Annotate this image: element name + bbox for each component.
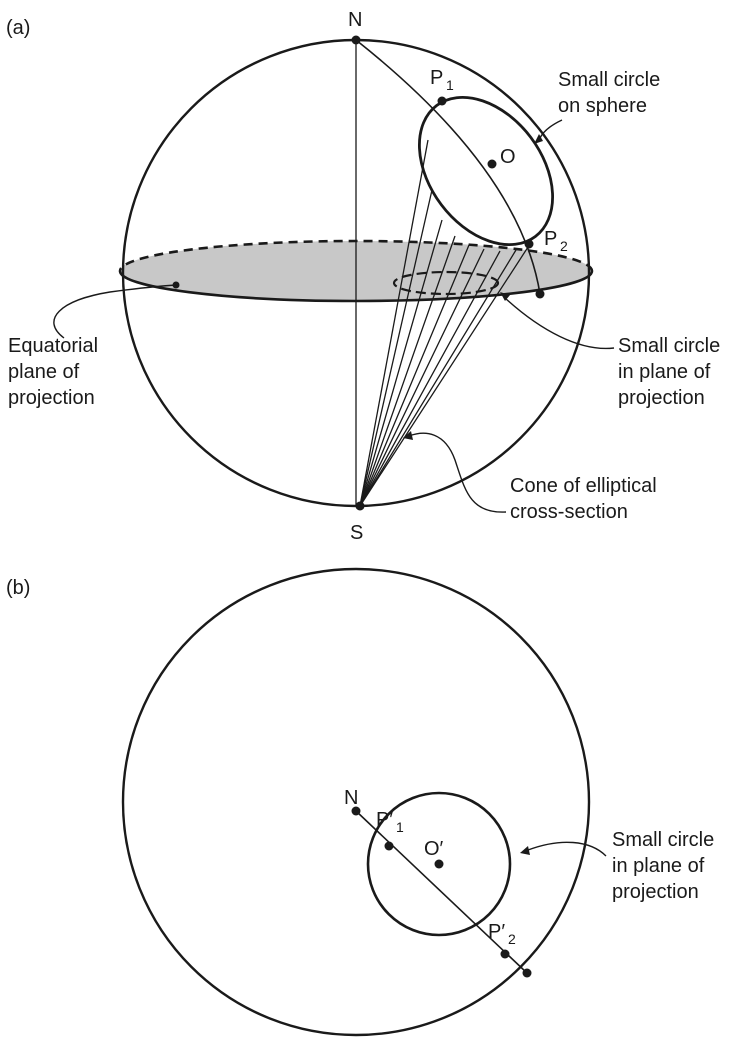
small-circle-in-plane-a (392, 270, 500, 296)
panel-a-label: (a) (6, 17, 30, 39)
panel-b-label: (b) (6, 577, 30, 599)
svg-text:in plane of: in plane of (618, 361, 711, 383)
label-o: O (500, 146, 516, 168)
svg-text:2: 2 (508, 931, 516, 947)
label-s: S (350, 522, 363, 544)
svg-text:Cone of elliptical: Cone of elliptical (510, 475, 657, 497)
panel-b: (b) N P′ 1 O′ P′ 2 Small circle in plane… (6, 567, 714, 1037)
point-n-b (351, 806, 361, 816)
label-n-b: N (344, 787, 358, 809)
point-equator (535, 289, 545, 299)
label-p1-prime: P′ 1 (376, 809, 404, 835)
svg-text:2: 2 (560, 238, 568, 254)
label-p1: P 1 (430, 67, 454, 93)
point-o (487, 159, 497, 169)
label-n: N (348, 9, 362, 31)
svg-text:projection: projection (618, 387, 705, 409)
label-p2-prime: P′ 2 (488, 921, 516, 947)
annotation-small-circle-on-sphere: Small circle on sphere (534, 69, 660, 144)
svg-text:on sphere: on sphere (558, 95, 647, 117)
svg-text:P: P (430, 67, 443, 89)
small-circle-on-sphere (418, 95, 554, 247)
annotation-small-circle-in-plane-a: Small circle in plane of projection (500, 292, 720, 409)
annotation-small-circle-in-plane-b: Small circle in plane of projection (520, 829, 714, 903)
svg-text:in plane of: in plane of (612, 855, 705, 877)
label-o-prime: O′ (424, 838, 444, 860)
annotation-cone: Cone of elliptical cross-section (403, 431, 657, 523)
point-n (351, 35, 361, 45)
svg-text:1: 1 (446, 77, 454, 93)
point-p2 (524, 239, 534, 249)
svg-text:plane of: plane of (8, 361, 80, 383)
svg-text:Small circle: Small circle (558, 69, 660, 91)
svg-text:cross-section: cross-section (510, 501, 628, 523)
point-primitive (522, 968, 532, 978)
panel-a: (a) (6, 9, 720, 544)
svg-text:projection: projection (612, 881, 699, 903)
point-p1 (437, 96, 447, 106)
svg-text:projection: projection (8, 387, 95, 409)
svg-text:P: P (544, 228, 557, 250)
point-s (355, 501, 365, 511)
label-p2: P 2 (544, 228, 568, 254)
annotation-equatorial-plane: Equatorial plane of projection (8, 281, 180, 409)
svg-text:Small circle: Small circle (612, 829, 714, 851)
projection-cone (359, 139, 531, 507)
svg-text:P′: P′ (376, 809, 393, 831)
svg-text:1: 1 (396, 819, 404, 835)
point-o-prime (434, 859, 444, 869)
svg-text:P′: P′ (488, 921, 505, 943)
svg-text:Small circle: Small circle (618, 335, 720, 357)
point-p2-prime (500, 949, 510, 959)
primitive-circle (121, 567, 591, 1037)
great-circle-arc (355, 39, 541, 295)
projection-diameter-line (355, 810, 528, 974)
small-circle-in-plane-b (366, 791, 512, 937)
svg-text:Equatorial: Equatorial (8, 335, 98, 357)
point-p1-prime (384, 841, 394, 851)
